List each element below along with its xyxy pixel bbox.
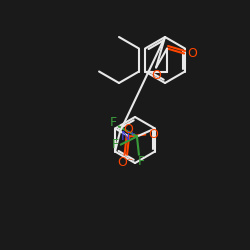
Text: N⁺: N⁺ (121, 130, 137, 143)
Text: F: F (137, 155, 144, 168)
Text: O: O (148, 128, 158, 141)
Text: F: F (109, 116, 116, 129)
Text: O: O (151, 69, 161, 82)
Text: O: O (123, 123, 133, 136)
Text: F: F (111, 138, 118, 151)
Text: O: O (187, 47, 197, 60)
Text: O⁻: O⁻ (117, 156, 133, 169)
